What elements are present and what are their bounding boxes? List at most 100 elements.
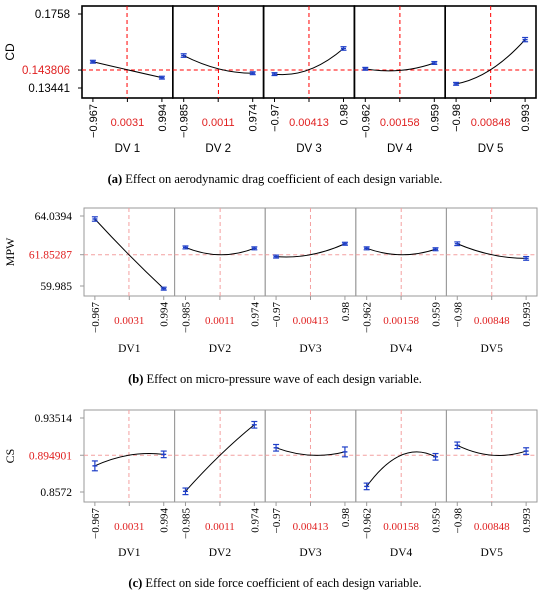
x-tick-label: 0.98 bbox=[340, 508, 352, 528]
x-tick-label: −0.962 bbox=[360, 104, 372, 138]
x-tick-label: −0.967 bbox=[90, 302, 102, 333]
x-tick-label: −0.967 bbox=[90, 508, 102, 539]
x-tick-label: −0.97 bbox=[269, 104, 281, 132]
caption-b: (b) Effect on micro-pressure wave of eac… bbox=[0, 372, 550, 387]
y-tick-label: 64.0394 bbox=[35, 211, 73, 223]
x-tick-label: 0.00848 bbox=[474, 521, 510, 533]
x-tick-label: 0.0011 bbox=[202, 117, 235, 129]
panel-1: −0.967 0.0031 0.994 DV1 bbox=[83, 409, 176, 559]
caption-a-letter: (a) bbox=[107, 172, 123, 186]
x-tick-label: 0.00413 bbox=[293, 315, 329, 327]
y-tick-label: 0.1758 bbox=[35, 9, 70, 21]
x-axis-label: DV 3 bbox=[296, 143, 322, 155]
x-axis-label: DV3 bbox=[299, 547, 322, 559]
x-tick-label: 0.974 bbox=[249, 508, 261, 533]
panel-2: −0.985 0.0011 0.974 DV 2 bbox=[172, 5, 265, 155]
y-axis-label: MPW bbox=[3, 237, 17, 266]
x-tick-label: 0.00158 bbox=[380, 117, 420, 129]
y-tick-label: 59.985 bbox=[40, 281, 72, 293]
x-axis-label: DV5 bbox=[481, 547, 504, 559]
x-tick-label: −0.98 bbox=[452, 302, 464, 328]
x-tick-label: −0.962 bbox=[362, 508, 374, 539]
x-tick-label: 0.98 bbox=[339, 104, 351, 125]
series-curve bbox=[365, 62, 435, 72]
series-curve bbox=[274, 48, 344, 76]
series-curve bbox=[183, 55, 253, 74]
x-axis-label: DV2 bbox=[209, 547, 232, 559]
caption-a-text: Effect on aerodynamic drag coefficient o… bbox=[122, 172, 443, 186]
x-tick-label: −0.985 bbox=[180, 508, 192, 539]
panel-4: −0.962 0.00158 0.959 DV4 bbox=[355, 207, 447, 355]
series-curve bbox=[275, 447, 346, 456]
x-tick-label: 0.994 bbox=[159, 508, 171, 533]
series-curve bbox=[94, 453, 164, 467]
caption-b-letter: (b) bbox=[128, 372, 144, 386]
caption-a: (a) Effect on aerodynamic drag coefficie… bbox=[0, 172, 550, 187]
series-curve bbox=[366, 451, 436, 487]
panel-4: −0.962 0.00158 0.959 DV4 bbox=[355, 409, 447, 559]
x-tick-label: 0.00848 bbox=[471, 117, 511, 129]
x-tick-label: −0.98 bbox=[452, 508, 464, 534]
panel-5: −0.98 0.00848 0.993 DV5 bbox=[445, 207, 538, 355]
x-axis-label: DV2 bbox=[209, 343, 232, 355]
x-axis-label: DV 2 bbox=[205, 143, 231, 155]
series-curve bbox=[94, 218, 165, 290]
x-tick-label: 0.993 bbox=[521, 508, 533, 533]
x-tick-label: 0.0031 bbox=[114, 315, 144, 327]
series-curve bbox=[92, 61, 163, 79]
series-curve bbox=[366, 247, 436, 256]
x-tick-label: 0.00848 bbox=[474, 315, 510, 327]
panel-1: −0.967 0.0031 0.994 DV1 bbox=[83, 207, 176, 355]
x-tick-label: 0.00413 bbox=[289, 117, 329, 129]
x-tick-label: −0.98 bbox=[451, 104, 463, 132]
panel-2: −0.985 0.0011 0.974 DV2 bbox=[174, 409, 266, 559]
chart-a: CD 0.1758 0.143806 0.13441 −0.967 0.0031 0.994… bbox=[3, 5, 537, 155]
x-axis-label: DV1 bbox=[118, 343, 141, 355]
x-axis-label: DV 4 bbox=[387, 143, 413, 155]
x-tick-label: −0.985 bbox=[179, 104, 191, 138]
x-tick-label: 0.0011 bbox=[205, 315, 235, 327]
panel-3: −0.97 0.00413 0.98 DV3 bbox=[264, 207, 357, 355]
x-tick-label: −0.97 bbox=[271, 508, 283, 534]
x-tick-label: 0.98 bbox=[340, 302, 352, 322]
y-tick-label: 0.143806 bbox=[22, 65, 70, 77]
x-axis-label: DV4 bbox=[390, 343, 413, 355]
x-axis-label: DV4 bbox=[390, 547, 413, 559]
x-axis-label: DV1 bbox=[118, 547, 141, 559]
caption-c: (c) Effect on side force coefficient of … bbox=[0, 576, 550, 591]
panel-5: −0.98 0.00848 0.993 DV 5 bbox=[444, 5, 537, 155]
panel-5: −0.98 0.00848 0.993 DV5 bbox=[445, 409, 538, 559]
series-curve bbox=[457, 444, 527, 456]
x-tick-label: 0.959 bbox=[431, 508, 443, 533]
y-tick-label: 0.8572 bbox=[40, 487, 72, 499]
series-curve bbox=[185, 246, 255, 256]
x-tick-label: 0.0011 bbox=[205, 521, 235, 533]
caption-b-text: Effect on micro-pressure wave of each de… bbox=[143, 372, 422, 386]
x-tick-label: 0.974 bbox=[248, 104, 260, 132]
panel-2: −0.985 0.0011 0.974 DV2 bbox=[174, 207, 266, 355]
caption-c-text: Effect on side force coefficient of each… bbox=[142, 576, 422, 590]
x-tick-label: 0.00413 bbox=[293, 521, 329, 533]
panel-1: −0.967 0.0031 0.994 DV 1 bbox=[81, 5, 174, 155]
x-tick-label: 0.959 bbox=[429, 104, 441, 132]
series-curve bbox=[276, 243, 346, 258]
x-tick-label: −0.967 bbox=[88, 104, 100, 138]
y-tick-label: 0.13441 bbox=[28, 83, 70, 95]
x-axis-label: DV5 bbox=[481, 343, 504, 355]
x-tick-label: 0.0031 bbox=[111, 117, 145, 129]
panel-4: −0.962 0.00158 0.959 DV 4 bbox=[353, 5, 446, 155]
caption-c-letter: (c) bbox=[128, 576, 143, 590]
x-tick-label: 0.994 bbox=[157, 104, 169, 132]
x-tick-label: 0.00158 bbox=[383, 521, 419, 533]
y-tick-label: 0.93514 bbox=[35, 413, 73, 425]
x-axis-label: DV 5 bbox=[478, 143, 504, 155]
x-tick-label: −0.97 bbox=[271, 302, 283, 328]
x-tick-label: 0.974 bbox=[249, 302, 261, 327]
y-axis-label: CD bbox=[3, 43, 17, 61]
x-tick-label: 0.993 bbox=[520, 104, 532, 132]
chart-c: CS 0.93514 0.894901 0.8572 −0.967 0.0031 0.994… bbox=[3, 409, 538, 559]
y-tick-label: 61.85287 bbox=[29, 250, 72, 262]
x-tick-label: 0.00158 bbox=[383, 315, 419, 327]
x-tick-label: −0.962 bbox=[362, 302, 374, 333]
panel-3: −0.97 0.00413 0.98 DV3 bbox=[264, 409, 357, 559]
